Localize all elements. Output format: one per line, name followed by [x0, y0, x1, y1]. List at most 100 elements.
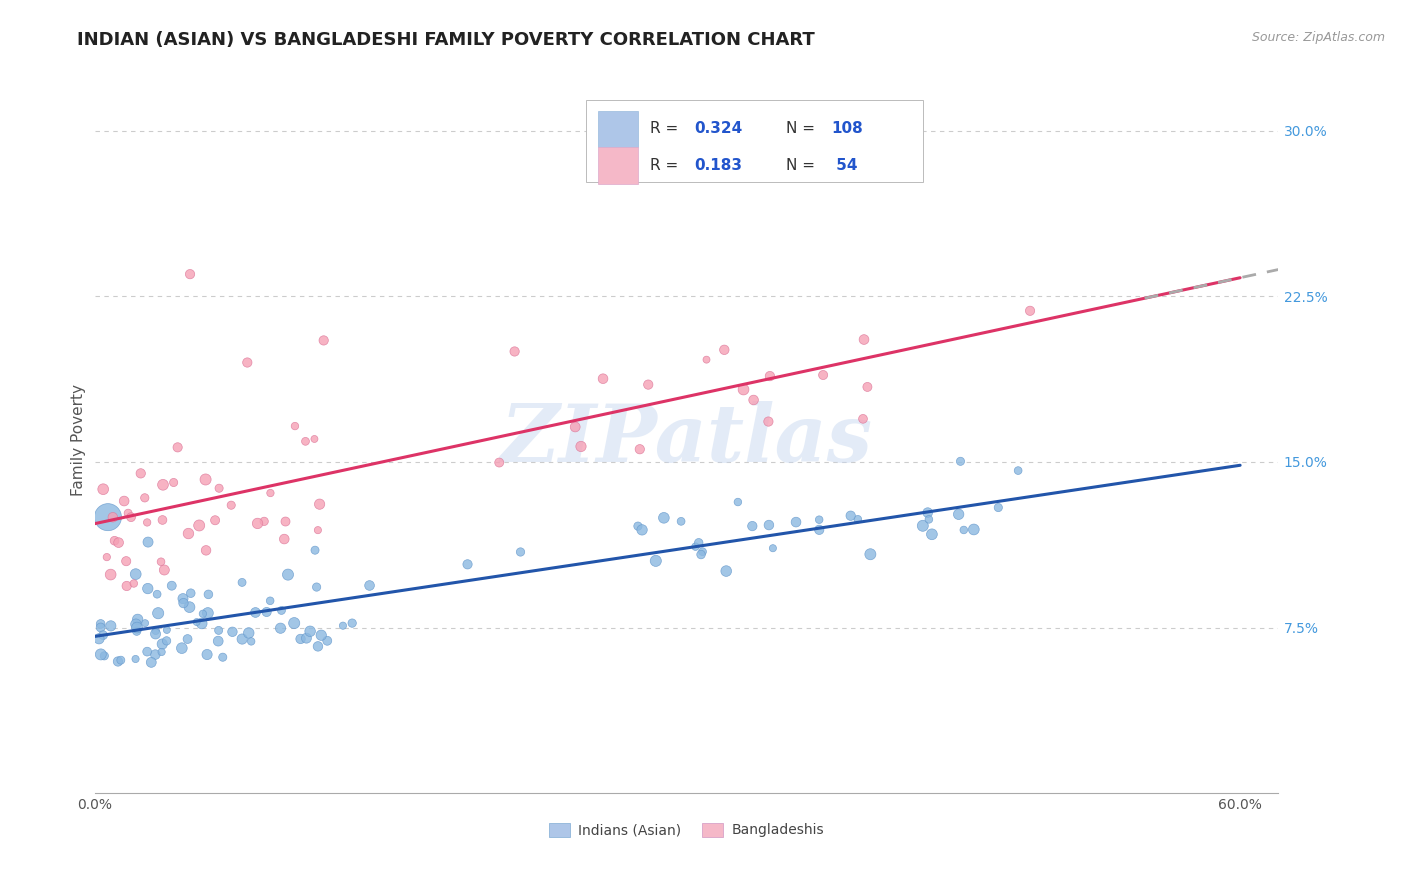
Point [688, 535, 710, 549]
Point [509, 545, 531, 559]
Point [191, 607, 214, 621]
Point [197, 606, 219, 620]
Point [143, 648, 166, 662]
Point [312, 334, 335, 348]
Y-axis label: Family Poverty: Family Poverty [72, 384, 86, 496]
Point [846, 512, 869, 526]
Point [332, 618, 354, 632]
Point [117, 506, 139, 520]
Point [180, 586, 202, 600]
Point [93, 648, 115, 663]
Point [256, 605, 278, 619]
Point [134, 616, 156, 631]
Point [115, 554, 138, 568]
Point [129, 467, 152, 481]
Text: 54: 54 [831, 158, 858, 173]
Point [90, 617, 112, 632]
Point [716, 564, 738, 578]
Point [204, 513, 226, 527]
Legend: Indians (Asian), Bangladeshis: Indians (Asian), Bangladeshis [544, 817, 830, 843]
Point [948, 508, 970, 522]
Point [987, 500, 1010, 515]
Point [155, 633, 177, 648]
Point [307, 640, 329, 654]
Point [107, 655, 129, 669]
Text: R =: R = [650, 121, 683, 136]
Point [150, 637, 173, 651]
Point [145, 627, 167, 641]
Point [221, 624, 243, 639]
Point [713, 343, 735, 357]
Text: N =: N = [786, 158, 820, 173]
Point [125, 567, 148, 582]
Point [112, 494, 135, 508]
Point [627, 519, 650, 533]
Point [569, 440, 592, 454]
Point [503, 344, 526, 359]
Text: 0.183: 0.183 [695, 158, 742, 173]
Point [110, 653, 132, 667]
Point [852, 412, 875, 426]
Point [359, 578, 381, 592]
Point [90, 648, 112, 662]
Point [231, 575, 253, 590]
Point [238, 626, 260, 640]
Point [295, 631, 318, 645]
Point [274, 515, 297, 529]
Point [299, 624, 322, 639]
Point [758, 518, 780, 533]
Point [87, 632, 110, 646]
Point [273, 532, 295, 546]
Point [270, 603, 292, 617]
Point [733, 383, 755, 397]
Point [259, 486, 281, 500]
Point [1007, 464, 1029, 478]
Point [457, 558, 479, 572]
Point [1019, 303, 1042, 318]
Point [316, 633, 339, 648]
Point [741, 519, 763, 533]
Point [170, 641, 193, 656]
Point [963, 523, 986, 537]
Point [122, 576, 145, 591]
Point [179, 267, 201, 281]
Point [839, 508, 862, 523]
Point [156, 623, 179, 637]
Point [90, 620, 112, 634]
Text: ZIPatlas: ZIPatlas [501, 401, 873, 479]
Point [186, 615, 208, 629]
Point [96, 550, 118, 565]
Point [152, 513, 174, 527]
Point [236, 355, 259, 369]
Point [125, 617, 148, 632]
Point [163, 475, 186, 490]
Text: N =: N = [786, 121, 820, 136]
Point [918, 512, 941, 526]
Point [628, 442, 651, 457]
Point [652, 511, 675, 525]
Text: Source: ZipAtlas.com: Source: ZipAtlas.com [1251, 31, 1385, 45]
Point [219, 498, 242, 512]
Point [949, 454, 972, 468]
Point [785, 515, 807, 529]
Point [853, 333, 876, 347]
Point [195, 648, 218, 662]
Point [153, 563, 176, 577]
FancyBboxPatch shape [586, 101, 924, 182]
Point [488, 456, 510, 470]
Point [564, 420, 586, 434]
Point [307, 523, 329, 537]
Point [808, 523, 831, 537]
Point [637, 377, 659, 392]
Point [240, 634, 263, 648]
Point [190, 616, 212, 631]
Point [690, 548, 713, 562]
Point [742, 392, 765, 407]
Point [120, 510, 142, 524]
Point [115, 579, 138, 593]
Point [811, 368, 834, 382]
Point [208, 481, 231, 495]
Point [152, 477, 174, 491]
Point [669, 514, 692, 528]
Point [246, 516, 269, 531]
